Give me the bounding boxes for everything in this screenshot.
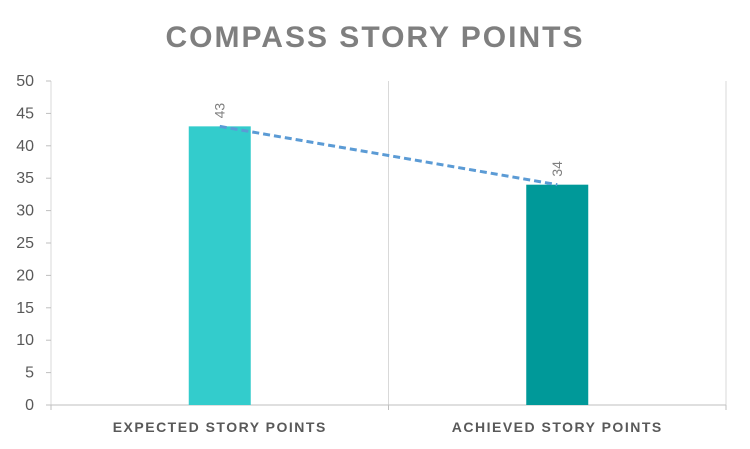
y-tick-label: 0 xyxy=(25,397,34,414)
trendline xyxy=(219,124,558,187)
y-tick-label: 10 xyxy=(16,332,34,349)
bar xyxy=(188,126,251,406)
x-category-label: EXPECTED STORY POINTS xyxy=(113,419,327,435)
bars xyxy=(188,126,589,406)
y-tick-label: 40 xyxy=(16,138,34,155)
y-tick-label: 25 xyxy=(16,235,34,252)
grid xyxy=(50,81,727,405)
y-tick-label: 45 xyxy=(16,105,34,122)
y-tick-label: 30 xyxy=(16,203,34,220)
labels: EXPECTED STORY POINTS 43 ACHIEVED STORY PO… xyxy=(113,103,663,435)
y-tick-label: 5 xyxy=(25,365,34,382)
data-label: 43 xyxy=(212,103,228,119)
y-tick-label: 50 xyxy=(16,73,34,90)
trendline-series xyxy=(219,124,558,187)
x-category-label: ACHIEVED STORY POINTS xyxy=(452,419,663,435)
data-label: 34 xyxy=(549,161,565,177)
y-tick-label: 15 xyxy=(16,300,34,317)
y-tick-label: 20 xyxy=(16,267,34,284)
y-tick-label: 35 xyxy=(16,170,34,187)
bar xyxy=(526,184,589,405)
chart-title: COMPASS STORY POINTS xyxy=(166,21,585,54)
axes: 0 5 10 15 20 25 30 35 40 45 50 xyxy=(16,73,727,414)
